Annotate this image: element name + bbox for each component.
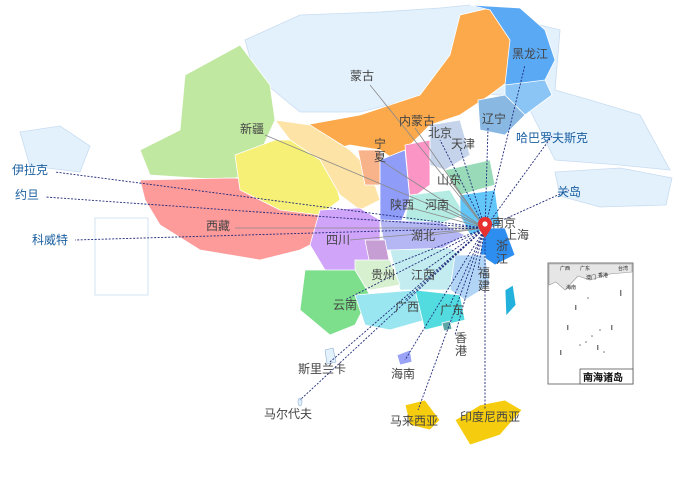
route-line-hainan [404, 227, 486, 361]
region-neimenggu[interactable] [304, 7, 511, 161]
label-sichuan: 四川 [326, 233, 350, 247]
region-maldives[interactable] [297, 397, 303, 407]
label-xinjiang: 新疆 [240, 121, 264, 136]
inset-label: 澳门 [586, 274, 596, 281]
label-indonesia: 印度尼西亚 [460, 409, 520, 424]
region-taiwan[interactable] [504, 284, 517, 317]
region-qinghai[interactable] [234, 139, 341, 216]
label-beijing: 北京 [428, 126, 452, 140]
route-line-shaanxi [399, 204, 486, 229]
region-shaanxi[interactable] [379, 149, 411, 226]
label-fujian: 福建 [478, 265, 490, 293]
label-shanghai: 上海 [505, 227, 529, 242]
label-ningxia: 宁夏 [374, 136, 386, 164]
route-lines [44, 64, 570, 411]
label-liaoning: 辽宁 [482, 111, 506, 126]
route-line-jiangxi [424, 227, 486, 271]
route-line-mongolia [369, 84, 486, 229]
label-khabarovsk: 哈巴罗夫斯克 [516, 131, 588, 145]
region-shanxi[interactable] [404, 139, 431, 201]
region-gansu[interactable] [274, 119, 381, 211]
label-tianjin: 天津 [451, 137, 475, 151]
route-line-shandong [449, 179, 486, 229]
inset-label: 香港 [598, 272, 608, 279]
label-shandong: 山东 [437, 173, 461, 187]
map-pin-icon [478, 217, 492, 238]
label-maldives: 马尔代夫 [264, 406, 312, 421]
label-kuwait: 科威特 [32, 232, 68, 247]
region-hebei[interactable] [429, 119, 471, 171]
label-jordan: 约旦 [15, 187, 39, 202]
route-line-xinjiang [264, 134, 486, 229]
land-layer [19, 4, 673, 446]
region-indonesia[interactable] [454, 399, 523, 446]
region-hainan[interactable] [396, 349, 413, 366]
route-line-beijing [439, 139, 486, 229]
route-line-guam [484, 189, 570, 229]
neighbor-land [554, 167, 673, 208]
inset-label: 广西 [560, 265, 570, 272]
neighbor-land [19, 125, 91, 173]
region-fujian[interactable] [449, 254, 491, 301]
route-line-henan [439, 204, 486, 229]
region-malaysia[interactable] [404, 399, 441, 431]
label-yunnan: 云南 [333, 297, 357, 312]
route-line-sichuan [349, 227, 486, 241]
region-yunnan[interactable] [299, 269, 371, 336]
label-nanjing: 南京 [492, 215, 516, 230]
label-srilanka: 斯里兰卡 [298, 362, 346, 376]
label-heilongjiang: 黑龙江 [512, 47, 548, 61]
region-liaoning[interactable] [477, 94, 526, 136]
label-neimenggu: 内蒙古 [399, 113, 435, 128]
route-line-kuwait [74, 227, 486, 241]
route-line-maldives [299, 227, 486, 401]
route-line-malaysia [417, 227, 486, 411]
region-srilanka[interactable] [324, 347, 337, 365]
route-line-yunnan [344, 227, 486, 301]
label-xizang: 西藏 [206, 219, 230, 233]
label-guam: 关岛 [557, 184, 581, 199]
label-malaysia: 马来西亚 [390, 414, 438, 428]
route-line-iraq [54, 171, 486, 229]
label-henan: 河南 [425, 197, 449, 212]
inset-label: 台湾 [618, 265, 628, 272]
label-zhejiang: 浙江 [496, 239, 508, 266]
label-hainan: 海南 [391, 366, 415, 381]
route-line-guangxi [404, 227, 486, 301]
label-mongolia: 蒙古 [350, 68, 374, 83]
route-line-liaoning [484, 127, 489, 229]
label-guizhou: 贵州 [371, 268, 395, 282]
label-guangdong: 广东 [440, 303, 464, 317]
route-line-khabarovsk [484, 135, 553, 229]
label-hubei: 湖北 [411, 228, 435, 243]
label-iraq: 伊拉克 [12, 162, 48, 177]
region-hongkong[interactable] [441, 320, 453, 332]
label-jiangxi: 江西 [411, 268, 435, 282]
inset-title: 南海诸岛 [583, 371, 623, 384]
route-line-ningxia [379, 159, 486, 229]
route-line-jordan [44, 196, 486, 229]
route-line-hubei [424, 227, 486, 237]
route-line-hongkong [454, 227, 486, 336]
inset-label: 海南 [566, 284, 576, 291]
label-shaanxi: 陕西 [390, 197, 414, 212]
region-xinjiang[interactable] [139, 44, 276, 181]
region-henan[interactable] [404, 189, 466, 226]
neighbor-land [94, 217, 149, 296]
inset-label: 广东 [580, 265, 590, 272]
label-guangxi: 广西 [395, 300, 419, 314]
route-line-guangdong [449, 227, 486, 306]
route-line-srilanka [329, 227, 486, 363]
origin-marker[interactable] [478, 217, 492, 238]
route-line-guizhou [384, 227, 486, 269]
label-hongkong: 香港 [455, 331, 467, 358]
